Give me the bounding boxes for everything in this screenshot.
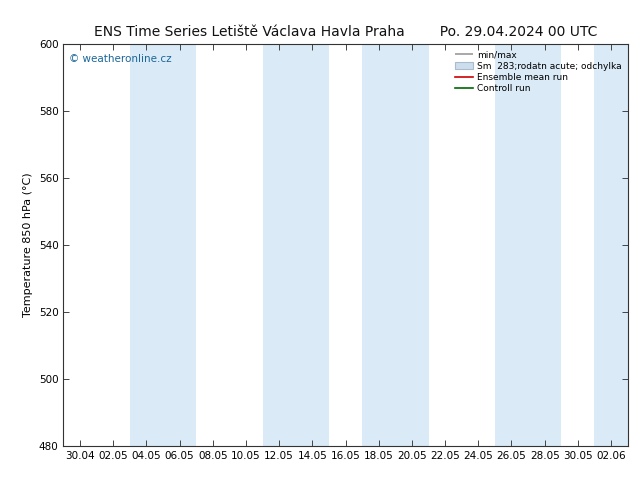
Bar [495,44,561,446]
Bar [595,44,628,446]
Text: © weatheronline.cz: © weatheronline.cz [69,54,172,64]
Y-axis label: Temperature 850 hPa (°C): Temperature 850 hPa (°C) [23,172,33,318]
Legend: min/max, Sm  283;rodatn acute; odchylka, Ensemble mean run, Controll run: min/max, Sm 283;rodatn acute; odchylka, … [453,49,623,95]
Title: ENS Time Series Letiště Václava Havla Praha        Po. 29.04.2024 00 UTC: ENS Time Series Letiště Václava Havla Pr… [94,25,597,39]
Bar [362,44,429,446]
Bar [130,44,196,446]
Bar [262,44,329,446]
